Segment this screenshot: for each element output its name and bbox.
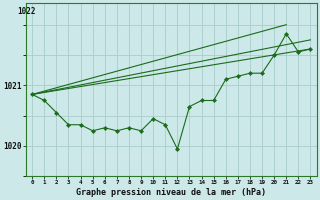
Text: 1022: 1022: [18, 7, 36, 16]
X-axis label: Graphe pression niveau de la mer (hPa): Graphe pression niveau de la mer (hPa): [76, 188, 266, 197]
